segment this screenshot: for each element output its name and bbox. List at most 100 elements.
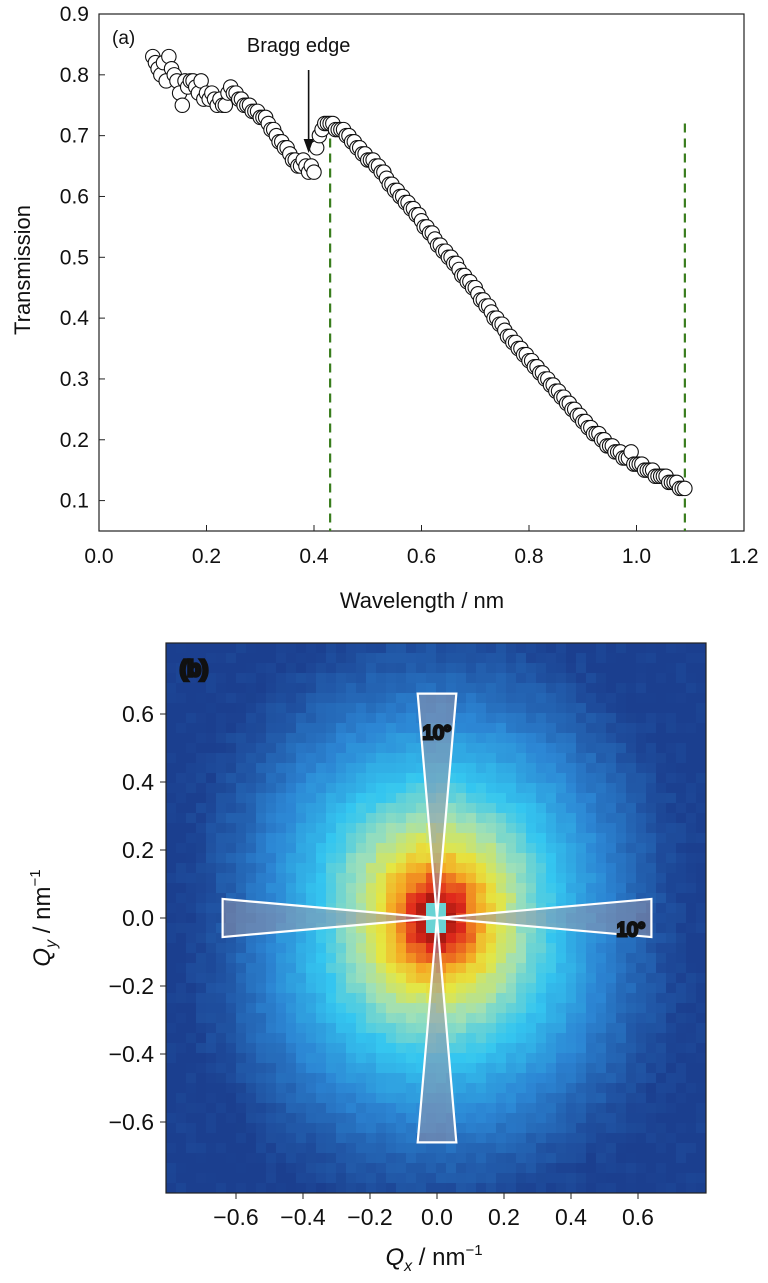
- heatmap-cell: [536, 783, 547, 794]
- heatmap-cell: [316, 673, 327, 684]
- heatmap-cell: [386, 673, 397, 684]
- heatmap-cell: [316, 743, 327, 754]
- heatmap-cell: [186, 783, 197, 794]
- heatmap-cell: [656, 993, 667, 1004]
- heatmap-cell: [166, 923, 177, 934]
- heatmap-cell: [186, 803, 197, 814]
- heatmap-cell: [266, 673, 277, 684]
- heatmap-cell: [466, 1013, 477, 1024]
- heatmap-cell: [386, 773, 397, 784]
- heatmap-cell: [206, 1043, 217, 1054]
- heatmap-cell: [416, 1063, 427, 1074]
- heatmap-cell: [216, 1123, 227, 1134]
- heatmap-cell: [266, 983, 277, 994]
- heatmap-cell: [696, 653, 706, 664]
- heatmap-cell: [176, 1083, 187, 1094]
- heatmap-cell: [236, 683, 247, 694]
- heatmap-cell: [296, 763, 307, 774]
- heatmap-cell: [456, 643, 467, 654]
- heatmap-cell: [516, 673, 527, 684]
- heatmap-cell: [496, 803, 507, 814]
- heatmap-cell: [526, 753, 537, 764]
- heatmap-cell: [676, 993, 687, 1004]
- heatmap-cell: [186, 1173, 197, 1184]
- heatmap-cell: [286, 883, 297, 894]
- heatmap-cell: [526, 803, 537, 814]
- heatmap-cell: [206, 703, 217, 714]
- heatmap-cell: [226, 763, 237, 774]
- heatmap-cell: [166, 913, 177, 924]
- heatmap-cell: [306, 973, 317, 984]
- heatmap-cell: [506, 753, 517, 764]
- heatmap-cell: [316, 1003, 327, 1014]
- heatmap-cell: [406, 1163, 417, 1174]
- heatmap-cell: [436, 673, 447, 684]
- heatmap-cell: [656, 773, 667, 784]
- heatmap-cell: [326, 1123, 337, 1134]
- heatmap-cell: [196, 913, 207, 924]
- heatmap-cell: [166, 703, 177, 714]
- heatmap-cell: [346, 1143, 357, 1154]
- heatmap-cell: [206, 783, 217, 794]
- heatmap-cell: [616, 643, 627, 654]
- heatmap-cell: [236, 703, 247, 714]
- heatmap-cell: [506, 933, 517, 944]
- heatmap-cell: [606, 773, 617, 784]
- heatmap-cell: [356, 1143, 367, 1154]
- heatmap-cell: [306, 653, 317, 664]
- heatmap-cell: [686, 973, 697, 984]
- heatmap-cell: [366, 843, 377, 854]
- heatmap-cell: [406, 1133, 417, 1144]
- sector-wedge-right: [436, 897, 653, 939]
- heatmap-cell: [206, 733, 217, 744]
- heatmap-cell: [456, 933, 467, 944]
- heatmap-cell: [346, 803, 357, 814]
- heatmap-cell: [296, 753, 307, 764]
- heatmap-cell: [456, 973, 467, 984]
- heatmap-cell: [566, 803, 577, 814]
- heatmap-cell: [186, 643, 197, 654]
- heatmap-cell: [536, 943, 547, 954]
- heatmap-cell: [476, 863, 487, 874]
- heatmap-cell: [596, 1003, 607, 1014]
- heatmap-cell: [596, 1073, 607, 1084]
- heatmap-cell: [186, 723, 197, 734]
- heatmap-cell: [566, 1043, 577, 1054]
- heatmap-cell: [456, 1083, 467, 1094]
- heatmap-cell: [246, 813, 257, 824]
- heatmap-cell: [516, 843, 527, 854]
- heatmap-cell: [416, 773, 427, 784]
- heatmap-cell: [566, 823, 577, 834]
- heatmap-cell: [536, 1053, 547, 1064]
- heatmap-cell: [686, 863, 697, 874]
- heatmap-cell: [236, 1133, 247, 1144]
- heatmap-cell: [486, 1123, 497, 1134]
- heatmap-cell: [276, 753, 287, 764]
- heatmap-cell: [356, 1153, 367, 1164]
- heatmap-cell: [476, 903, 487, 914]
- heatmap-cell: [626, 873, 637, 884]
- heatmap-cell: [526, 1083, 537, 1094]
- heatmap-cell: [186, 923, 197, 934]
- heatmap-cell: [516, 833, 527, 844]
- heatmap-cell: [496, 1173, 507, 1184]
- heatmap-cell: [536, 1173, 547, 1184]
- heatmap-cell: [326, 983, 337, 994]
- heatmap-cell: [526, 943, 537, 954]
- heatmap-cell: [476, 723, 487, 734]
- heatmap-cell: [646, 963, 657, 974]
- heatmap-cell: [446, 853, 457, 864]
- heatmap-cell: [266, 703, 277, 714]
- heatmap-cell: [226, 723, 237, 734]
- heatmap-cell: [166, 983, 177, 994]
- heatmap-cell: [336, 823, 347, 834]
- heatmap-cell: [196, 963, 207, 974]
- heatmap-cell: [306, 753, 317, 764]
- heatmap-cell: [666, 773, 677, 784]
- heatmap-cell: [636, 1033, 647, 1044]
- heatmap-cell: [466, 1053, 477, 1064]
- heatmap-cell: [236, 753, 247, 764]
- heatmap-cell: [286, 843, 297, 854]
- heatmap-cell: [546, 823, 557, 834]
- heatmap-cell: [416, 683, 427, 694]
